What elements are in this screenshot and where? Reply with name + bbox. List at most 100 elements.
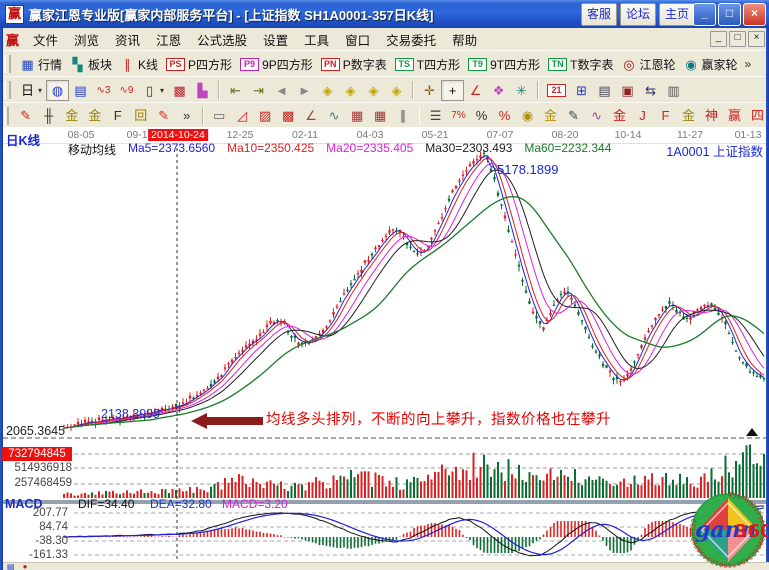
marker-pen-button[interactable]: ✎	[152, 105, 175, 126]
kline-button[interactable]: ∥ K线	[116, 54, 162, 75]
toolbar-grip[interactable]	[4, 55, 11, 73]
angle-measure-tool-button[interactable]: ∠	[464, 80, 487, 101]
go-first-button[interactable]: ⇤	[224, 80, 247, 101]
gold-circle-button[interactable]: ◉	[516, 105, 539, 126]
t-square-button[interactable]: TS T四方形	[391, 54, 464, 75]
wave-9-button[interactable]: ∿9	[115, 80, 138, 101]
percent-button[interactable]: %	[470, 105, 493, 126]
zoom-in-vertical-button[interactable]: ◈	[385, 80, 408, 101]
grid-large-button[interactable]: ▦	[369, 105, 392, 126]
color-volume-button[interactable]: ▙	[191, 80, 214, 101]
more-rulers-button[interactable]: »	[175, 105, 198, 126]
forum-button[interactable]: 论坛	[620, 3, 656, 26]
spiral-ruler-button[interactable]: 回	[129, 105, 152, 126]
parallel-lines-button[interactable]: ∥	[392, 105, 415, 126]
sectors-icon: ▚	[72, 56, 83, 72]
quotes-button[interactable]: ▦ 行情	[16, 54, 66, 75]
prev-bar-button[interactable]: ◄	[270, 80, 293, 101]
save-button[interactable]: ▣	[616, 80, 639, 101]
9t-square-button[interactable]: T9 9T四方形	[464, 54, 544, 75]
menu-item-help[interactable]: 帮助	[452, 33, 478, 48]
go-last-button[interactable]: ⇥	[247, 80, 270, 101]
gann-fan-box-button[interactable]: ▨	[254, 105, 277, 126]
gann-fan-button[interactable]: ◿	[231, 105, 254, 126]
angle-f-button[interactable]: F	[654, 105, 677, 126]
toolbar-grip[interactable]	[4, 106, 10, 125]
menu-item-browse[interactable]: 浏览	[74, 33, 100, 48]
mdi-minimize-button[interactable]: _	[710, 31, 727, 47]
calendar-icon: 21	[547, 83, 567, 97]
t-digit-table-button[interactable]: TN T数字表	[544, 54, 617, 75]
menu-item-news[interactable]: 资讯	[115, 33, 141, 48]
export-data-button[interactable]: ⇆	[639, 80, 662, 101]
p-square-button[interactable]: PS P四方形	[162, 54, 236, 75]
angle-j-button[interactable]: J	[631, 105, 654, 126]
zoom-out-horizontal-button[interactable]: ◈	[316, 80, 339, 101]
gann-rose-tool-button[interactable]: ❖	[487, 80, 510, 101]
candle-type-button[interactable]: ▯ ▾	[138, 80, 168, 101]
gold-box-button[interactable]: 金	[608, 105, 631, 126]
gold-lines-button[interactable]: 金	[539, 105, 562, 126]
calendar-button[interactable]: 21	[543, 80, 570, 101]
gold-time-ruler-button[interactable]: 金	[60, 105, 83, 126]
p-digit-table-button[interactable]: PN P数字表	[317, 54, 391, 75]
angle-win-button[interactable]: 赢	[723, 105, 746, 126]
angle-four-button[interactable]: 四	[746, 105, 769, 126]
time-ruler-button[interactable]: ╫	[37, 105, 60, 126]
crosshair-tool-button[interactable]: +	[441, 79, 465, 101]
period-day-button[interactable]: 日 ▾	[16, 80, 46, 101]
sectors-button[interactable]: ▚ 板块	[66, 54, 116, 75]
mdi-close-button[interactable]: ×	[748, 31, 765, 47]
zoom-in-horizontal-button[interactable]: ◈	[339, 80, 362, 101]
f10-info-button[interactable]: ▤	[69, 80, 92, 101]
toolbar-overflow-button[interactable]: »	[744, 57, 752, 71]
mdi-restore-button[interactable]: □	[729, 31, 746, 47]
notepad-button[interactable]: ▤	[593, 80, 616, 101]
menu-item-settings[interactable]: 设置	[263, 33, 289, 48]
rect-tool-button[interactable]: ▭	[208, 105, 231, 126]
wave-marker-button[interactable]: ∿	[585, 105, 608, 126]
crosshair-price-label: 2138.3999	[101, 407, 161, 421]
gann-wheel-button[interactable]: ◎ 江恩轮	[617, 54, 679, 75]
web-chart-button[interactable]: ◍	[46, 79, 70, 101]
draw-pen-button[interactable]: ✎	[14, 105, 37, 126]
angle-shen-button[interactable]: 神	[700, 105, 723, 126]
gann-grid-button[interactable]: ▩	[277, 105, 300, 126]
menu-item-file[interactable]: 文件	[33, 33, 59, 48]
minimize-button[interactable]: _	[693, 3, 716, 26]
menu-item-formula-picker[interactable]: 公式选股	[197, 33, 248, 48]
cycle-tool-button[interactable]: ✳	[510, 80, 533, 101]
gold-price-ruler-button[interactable]: 金	[83, 105, 106, 126]
percent-7-button[interactable]: 7%	[447, 105, 470, 126]
fib-ruler-button[interactable]: F	[106, 105, 129, 126]
notepad-icon: ▤	[598, 82, 611, 98]
zoom-out-vertical-button[interactable]: ◈	[362, 80, 385, 101]
zigzag-tool-button[interactable]: ∿	[323, 105, 346, 126]
close-button[interactable]: ×	[743, 3, 766, 26]
hand-tool-button[interactable]: ✛	[418, 80, 441, 101]
menu-item-window[interactable]: 窗口	[345, 33, 371, 48]
menu-item-gann[interactable]: 江恩	[156, 33, 182, 48]
next-bar-button[interactable]: ►	[293, 80, 316, 101]
price-scale-button[interactable]: ☰	[424, 105, 447, 126]
maximize-button[interactable]: □	[718, 3, 741, 26]
wave-3-button[interactable]: ∿3	[92, 80, 115, 101]
print-button[interactable]: ▥	[662, 80, 685, 101]
toolbar-grip[interactable]	[4, 81, 11, 99]
chart-canvas[interactable]	[0, 143, 769, 562]
gann-box-button[interactable]: ▩	[168, 80, 191, 101]
brush-tool-button[interactable]: ✎	[562, 105, 585, 126]
percent-lines-button[interactable]: %	[493, 105, 516, 126]
menu-item-tools[interactable]: 工具	[304, 33, 330, 48]
title-bar[interactable]: 赢 赢家江恩专业版[赢家内部服务平台] - [上证指数 SH1A0001-357…	[0, 0, 769, 28]
home-button[interactable]: 主页	[659, 3, 695, 26]
date-axis-bar[interactable]: 08-05 09-19 2014-10-24 12-25 02-11 04-03 05-21…	[0, 127, 769, 144]
9p-square-button[interactable]: P9 9P四方形	[236, 54, 317, 75]
winner-wheel-button[interactable]: ◉ 赢家轮	[679, 54, 741, 75]
grid-small-button[interactable]: ▦	[346, 105, 369, 126]
angle-fan-button[interactable]: ∠	[300, 105, 323, 126]
angle-gold-button[interactable]: 金	[677, 105, 700, 126]
support-button[interactable]: 客服	[581, 3, 617, 26]
calculator-button[interactable]: ⊞	[570, 80, 593, 101]
menu-item-trade-entrust[interactable]: 交易委托	[386, 33, 437, 48]
